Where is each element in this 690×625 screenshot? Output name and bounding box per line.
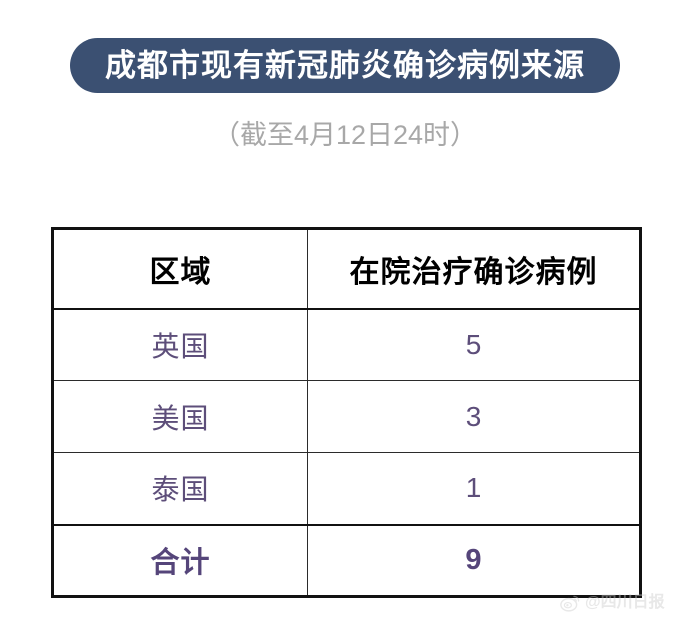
region-label: 英国 <box>151 330 210 362</box>
table-row: 美国 3 <box>52 380 641 453</box>
weibo-icon <box>560 595 580 612</box>
table-cell-region: 美国 <box>52 380 308 453</box>
table-cell-region: 泰国 <box>52 452 308 525</box>
table-cell-total-count: 9 <box>307 523 641 597</box>
table-cell-count: 5 <box>307 308 641 381</box>
table-total-row: 合计 9 <box>52 523 641 597</box>
count-value: 5 <box>465 328 482 360</box>
page-title: 成都市现有新冠肺炎确诊病例来源 <box>105 48 585 83</box>
title-banner: 成都市现有新冠肺炎确诊病例来源 <box>70 38 620 93</box>
subtitle-asof-date: （截至4月12日24时） <box>212 120 478 150</box>
total-label: 合计 <box>150 547 211 580</box>
watermark-label: @四川日报 <box>585 594 665 611</box>
region-label: 泰国 <box>151 474 210 506</box>
region-label: 美国 <box>151 402 210 434</box>
count-value: 3 <box>465 400 482 432</box>
table-cell-count: 1 <box>307 452 641 525</box>
watermark: @四川日报 <box>560 594 665 612</box>
table-cell-total-label: 合计 <box>52 523 308 597</box>
table-row: 泰国 1 <box>52 452 641 525</box>
column-header-count: 在院治疗确诊病例 <box>349 255 598 289</box>
table-cell-region: 英国 <box>52 308 308 381</box>
table-row: 英国 5 <box>52 308 641 381</box>
table-header-cell-region: 区域 <box>52 228 308 310</box>
case-source-table: 区域 在院治疗确诊病例 英国 5 美国 3 <box>51 227 642 598</box>
column-header-region: 区域 <box>149 255 212 289</box>
table-header-row: 区域 在院治疗确诊病例 <box>52 228 641 310</box>
table-cell-count: 3 <box>307 380 641 453</box>
total-value: 9 <box>465 543 482 576</box>
table-header-cell-count: 在院治疗确诊病例 <box>307 228 641 310</box>
count-value: 1 <box>465 472 482 504</box>
